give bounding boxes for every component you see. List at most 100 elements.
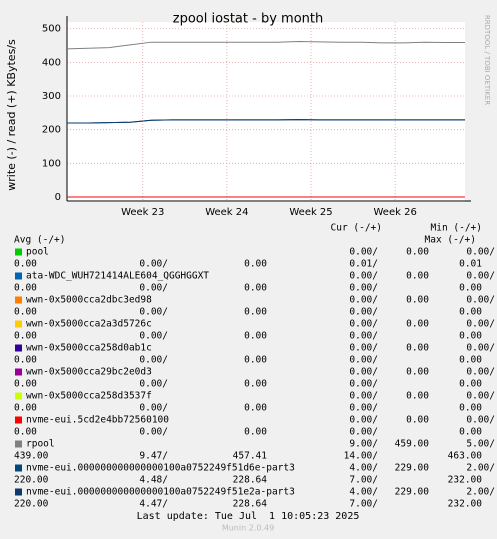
legend-value: 0.00 (14, 355, 37, 366)
legend-value: 229.00 (395, 487, 430, 498)
legend-value: 4.00/ (349, 487, 378, 498)
legend-value: 0.00/ (349, 427, 378, 438)
legend-value: 0.00/ (349, 367, 378, 378)
legend-value: 0.00 (459, 283, 482, 294)
legend-value: 0.00 (406, 247, 429, 258)
legend-swatch (15, 392, 22, 400)
last-update: Last update: Tue Jul 1 10:05:23 2025 (137, 511, 360, 522)
legend-label: nvme-eui.000000000000000100a0752249f51e2… (26, 487, 295, 498)
legend-swatch (15, 488, 22, 496)
legend-swatch (15, 416, 22, 424)
legend-value: 0.00 (244, 427, 267, 438)
legend-label: wwn-0x5000cca258d0ab1c (26, 343, 152, 354)
legend-value: 0.00/ (349, 343, 378, 354)
legend-value: 0.00 (14, 403, 37, 414)
x-tick-label: Week 24 (205, 207, 248, 218)
legend-value: 0.00 (459, 307, 482, 318)
legend-value: 439.00 (14, 451, 49, 462)
legend-value: 0.00 (406, 295, 429, 306)
legend-value: 0.00 (406, 367, 429, 378)
legend-value: 0.00/ (466, 319, 495, 330)
legend-value: 0.00/ (349, 283, 378, 294)
legend-value: 220.00 (14, 475, 49, 486)
legend-value: 0.00 (244, 379, 267, 390)
legend-value: 0.00/ (349, 331, 378, 342)
legend-value: 0.00/ (139, 307, 168, 318)
legend-label: ata-WDC_WUH721414ALE604_QGGHGGXT (26, 271, 209, 282)
legend-value: 0.00 (14, 307, 37, 318)
legend-value: 0.00/ (466, 295, 495, 306)
legend-swatch (15, 344, 22, 352)
legend-value: 0.00/ (139, 283, 168, 294)
legend-value: 229.00 (395, 463, 430, 474)
legend-label: wwn-0x5000cca2a3d5726c (26, 319, 152, 330)
legend-value: 228.64 (233, 499, 268, 510)
legend-header: Min (-/+) (431, 223, 482, 234)
legend-value: 2.00/ (466, 463, 495, 474)
legend-value: 0.00 (244, 403, 267, 414)
legend-label: wwn-0x5000cca2dbc3ed98 (26, 295, 152, 306)
legend-value: 0.00/ (349, 247, 378, 258)
legend-value: 0.00/ (139, 355, 168, 366)
legend-value: 0.00/ (466, 271, 495, 282)
legend-value: 0.00/ (139, 379, 168, 390)
legend-value: 0.00 (459, 331, 482, 342)
legend-value: 220.00 (14, 499, 49, 510)
legend-value: 0.00 (406, 415, 429, 426)
y-tick-label: 0 (55, 192, 61, 203)
legend-value: 0.00 (244, 331, 267, 342)
footer: Munin 2.0.49 (222, 524, 274, 533)
legend-value: 457.41 (233, 451, 268, 462)
plot-area (67, 22, 465, 202)
legend-value: 0.00/ (139, 427, 168, 438)
legend-value: 0.00 (459, 355, 482, 366)
legend-value: 0.00/ (349, 271, 378, 282)
legend-header: Cur (-/+) (331, 223, 382, 234)
legend-value: 0.00 (459, 379, 482, 390)
legend-value: 0.00/ (466, 247, 495, 258)
legend-value: 0.00 (244, 307, 267, 318)
legend-value: 0.00 (244, 259, 267, 270)
legend-header: Max (-/+) (425, 235, 476, 246)
legend-value: 228.64 (233, 475, 268, 486)
legend-value: 0.00 (14, 259, 37, 270)
legend-value: 4.47/ (139, 499, 168, 510)
side-label: RRDTOOL / TOBI OETIKER (483, 15, 491, 105)
legend-value: 0.00/ (139, 331, 168, 342)
legend-value: 0.00 (459, 403, 482, 414)
legend-value: 0.00 (244, 355, 267, 366)
legend-swatch (15, 320, 22, 328)
legend-value: 0.00/ (466, 367, 495, 378)
y-tick-label: 500 (42, 24, 61, 35)
legend-value: 459.00 (395, 439, 430, 450)
chart-title: zpool iostat - by month (173, 12, 323, 27)
y-tick-label: 100 (42, 158, 61, 169)
legend-label: nvme-eui.000000000000000100a0752249f51d6… (26, 463, 295, 474)
legend-value: 0.00 (14, 427, 37, 438)
legend-value: 232.00 (448, 475, 483, 486)
legend-label: nvme-eui.5cd2e4bb72560100 (26, 415, 169, 426)
legend-swatch (15, 440, 22, 448)
legend-value: 463.00 (448, 451, 483, 462)
legend-value: 232.00 (448, 499, 483, 510)
legend-header: Avg (-/+) (14, 235, 65, 246)
legend-value: 4.00/ (349, 463, 378, 474)
legend-value: 9.47/ (139, 451, 168, 462)
legend-value: 0.00/ (466, 391, 495, 402)
x-tick-label: Week 23 (121, 207, 164, 218)
x-tick-label: Week 26 (374, 207, 417, 218)
legend-value: 0.00/ (466, 415, 495, 426)
legend-value: 0.01 (459, 259, 482, 270)
legend-value: 0.00 (406, 271, 429, 282)
legend-value: 0.00 (406, 391, 429, 402)
series-line (66, 41, 465, 50)
legend-swatch (15, 296, 22, 304)
legend-value: 0.00 (459, 427, 482, 438)
legend-value: 0.00/ (349, 379, 378, 390)
legend-label: wwn-0x5000cca29bc2e0d3 (26, 367, 152, 378)
legend-value: 9.00/ (349, 439, 378, 450)
legend-label: wwn-0x5000cca258d3537f (26, 391, 152, 402)
legend-value: 0.00/ (139, 403, 168, 414)
legend-value: 0.00/ (349, 319, 378, 330)
